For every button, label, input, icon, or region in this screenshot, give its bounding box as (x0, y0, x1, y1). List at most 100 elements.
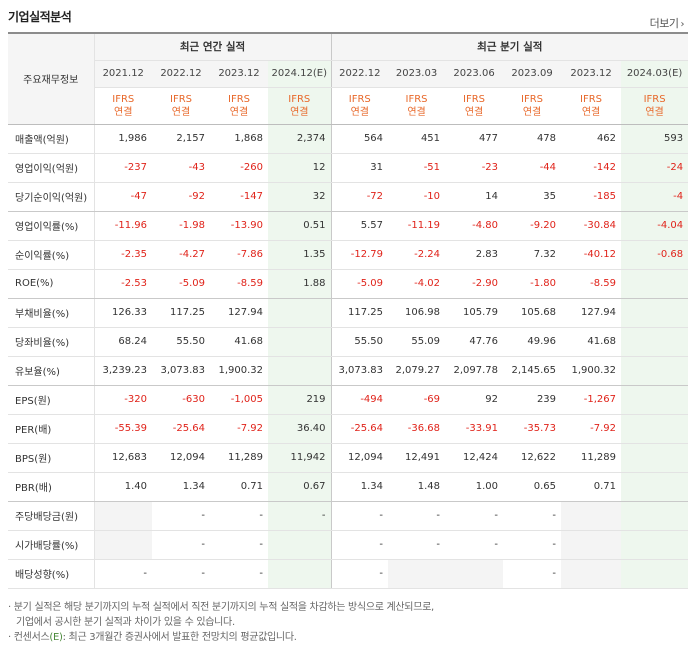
financial-table-wrapper: 주요재무정보 최근 연간 실적 최근 분기 실적 2021.12 2022.12 2… (8, 32, 689, 589)
table-cell: - (445, 501, 504, 531)
table-row: PER(배) -55.39 -25.64 -7.92 36.40 -25.64 -36.68… (8, 414, 689, 444)
standard-bottom: 연결 (645, 106, 664, 118)
table-row: 순이익률(%) -2.35 -4.27 -7.86 1.35 -12.79 -2.24 2.8… (8, 240, 689, 270)
standard-bottom: 연결 (229, 106, 249, 118)
standard-bottom: 연결 (290, 106, 309, 118)
table-cell: 55.50 (331, 327, 389, 357)
row-label: 배당성향(%) (8, 559, 95, 589)
table-cell: 117.25 (331, 298, 389, 328)
table-cell: -4 (621, 182, 689, 212)
table-cell: 36.40 (268, 414, 332, 444)
footnotes: · 분기 실적은 해당 분기까지의 누적 실적에서 직전 분기까지의 누적 실적… (8, 600, 434, 645)
table-cell: 106.98 (388, 298, 446, 328)
table-cell: 126.33 (94, 298, 152, 328)
standard-bottom: 연결 (407, 106, 426, 118)
standard-top: IFRS (348, 93, 371, 105)
table-cell: 1.48 (388, 472, 446, 502)
more-label: 더보기 (649, 17, 679, 30)
table-cell: -2.53 (94, 269, 152, 299)
table-cell (561, 501, 622, 531)
table-cell: 55.09 (388, 327, 446, 357)
table-cell: 1.00 (445, 472, 504, 502)
table-cell: -5.09 (152, 269, 210, 299)
table-cell: -69 (388, 385, 446, 415)
table-cell (388, 559, 446, 589)
table-row: 당기순이익(억원) -47 -92 -147 32 -72 -10 14 35 -185 -4 (8, 182, 689, 212)
table-cell: 127.94 (210, 298, 268, 328)
standard-top: IFRS (463, 93, 486, 105)
table-cell (561, 530, 622, 560)
table-cell: 1.88 (268, 269, 332, 299)
table-cell: - (388, 501, 446, 531)
table-cell: -92 (152, 182, 210, 212)
accounting-standard: IFRS 연결 (94, 87, 152, 125)
table-cell: -11.96 (94, 211, 152, 241)
table-cell: 12 (268, 153, 332, 183)
table-cell: -2.35 (94, 240, 152, 270)
table-cell: 41.68 (561, 327, 622, 357)
period-header: 2024.12(E) (268, 60, 332, 88)
period-header: 2023.12 (561, 60, 622, 88)
more-link[interactable]: 더보기 › (649, 15, 685, 31)
period-header: 2024.03(E) (621, 60, 689, 88)
table-cell: -1,267 (561, 385, 622, 415)
table-cell (621, 269, 689, 299)
annual-group-header: 최근 연간 실적 (94, 32, 332, 61)
row-label: EPS(원) (8, 385, 95, 415)
table-cell: 2,374 (268, 124, 332, 154)
row-label: ROE(%) (8, 269, 95, 299)
table-cell (268, 298, 332, 328)
table-cell: -33.91 (445, 414, 504, 444)
table-cell: -72 (331, 182, 389, 212)
table-cell: 49.96 (503, 327, 562, 357)
table-row: 영업이익률(%) -11.96 -1.98 -13.90 0.51 5.57 -11.19-… (8, 211, 689, 241)
table-cell: 2.83 (445, 240, 504, 270)
table-cell: 2,157 (152, 124, 210, 154)
table-cell (621, 501, 689, 531)
accounting-standard: IFRS 연결 (210, 87, 268, 125)
table-cell: -23 (445, 153, 504, 183)
table-cell: 32 (268, 182, 332, 212)
table-cell (621, 443, 689, 473)
table-row: 당좌비율(%) 68.24 55.50 41.68 55.50 55.09 47.76 49.… (8, 327, 689, 357)
row-label: 당기순이익(억원) (8, 182, 95, 212)
table-cell: -13.90 (210, 211, 268, 241)
table-cell: - (94, 559, 152, 589)
standard-top: IFRS (580, 93, 603, 105)
period-header: 2023.12 (210, 60, 268, 88)
period-header: 2023.06 (445, 60, 504, 88)
table-cell: 219 (268, 385, 332, 415)
table-cell: 239 (503, 385, 562, 415)
table-row: 부채비율(%) 126.33 117.25 127.94 117.25 106.98 105… (8, 298, 689, 328)
table-cell: -55.39 (94, 414, 152, 444)
table-cell: 0.65 (503, 472, 562, 502)
table-cell: 31 (331, 153, 389, 183)
table-cell: 477 (445, 124, 504, 154)
table-cell (621, 559, 689, 589)
table-cell: - (268, 501, 332, 531)
accounting-standard: IFRS 연결 (503, 87, 562, 125)
table-cell: 0.51 (268, 211, 332, 241)
table-cell: -494 (331, 385, 389, 415)
table-cell: -185 (561, 182, 622, 212)
table-cell: 105.79 (445, 298, 504, 328)
table-cell: 117.25 (152, 298, 210, 328)
table-cell: -4.02 (388, 269, 446, 299)
table-cell: -4.27 (152, 240, 210, 270)
table-cell (268, 327, 332, 357)
row-label: 부채비율(%) (8, 298, 95, 328)
standard-top: IFRS (170, 93, 192, 105)
table-cell: - (152, 501, 210, 531)
table-row: 시가배당률(%) - - - - - - (8, 530, 689, 560)
accounting-standard: IFRS 연결 (268, 87, 332, 125)
table-cell: -5.09 (331, 269, 389, 299)
table-cell: -7.92 (561, 414, 622, 444)
table-cell: -0.68 (621, 240, 689, 270)
label-column-header: 주요재무정보 (8, 32, 95, 125)
section-title: 기업실적분석 (8, 10, 72, 24)
table-cell: - (503, 501, 562, 531)
standard-bottom: 연결 (350, 106, 369, 118)
row-label: PER(배) (8, 414, 95, 444)
table-cell: -260 (210, 153, 268, 183)
table-cell (268, 559, 332, 589)
